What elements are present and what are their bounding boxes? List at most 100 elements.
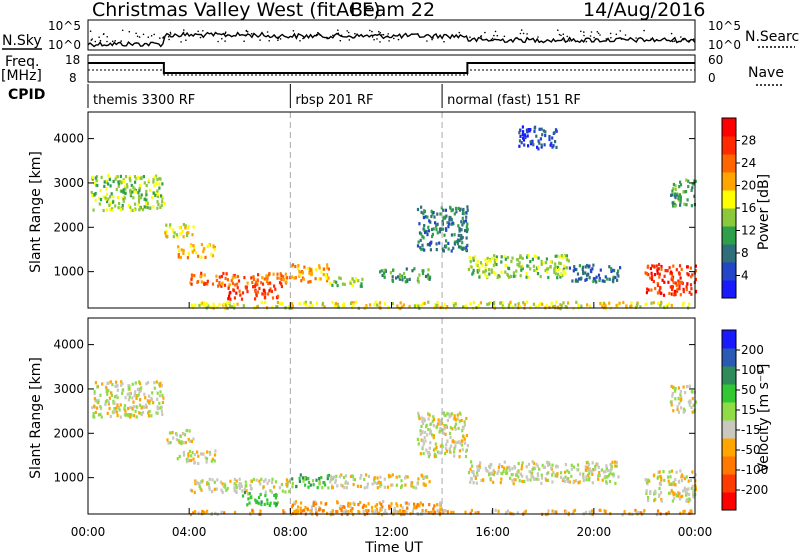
data-cell (103, 180, 106, 184)
noise-dot (202, 30, 204, 32)
data-cell (171, 228, 175, 232)
data-cell (617, 303, 620, 307)
data-cell (395, 276, 398, 280)
data-cell (311, 304, 314, 308)
data-cell (534, 304, 537, 309)
data-cell (126, 185, 129, 189)
data-cell (555, 145, 558, 149)
noise-dot (199, 36, 202, 39)
data-cell (309, 483, 312, 487)
data-cell (210, 459, 213, 463)
data-cell (246, 503, 249, 507)
data-cell (312, 483, 315, 487)
data-cell (221, 482, 224, 486)
data-cell (601, 478, 604, 482)
data-cell (678, 264, 682, 268)
data-cell (457, 233, 460, 237)
data-cell (419, 238, 422, 242)
data-cell (129, 179, 132, 183)
data-cell (516, 263, 519, 267)
data-cell (268, 272, 271, 276)
data-cell (328, 281, 331, 285)
x-tick-label: 04:00 (172, 525, 207, 539)
data-cell (285, 478, 288, 482)
data-cell (625, 304, 628, 308)
data-cell (342, 505, 345, 509)
data-cell (445, 239, 448, 243)
data-cell (598, 473, 601, 478)
data-cell (215, 274, 218, 278)
data-cell (255, 292, 258, 296)
data-cell (466, 243, 469, 247)
data-cell (308, 271, 311, 276)
plot-title: Christmas Valley West (fitACF) (92, 0, 380, 21)
data-cell (470, 265, 473, 269)
data-cell (180, 248, 183, 252)
data-cell (265, 274, 268, 278)
data-cell (521, 474, 524, 478)
data-cell (218, 280, 221, 285)
data-cell (261, 276, 264, 280)
data-cell (565, 254, 568, 258)
data-cell (278, 281, 282, 285)
data-cell (674, 184, 677, 188)
data-cell (193, 453, 196, 457)
data-cell (185, 428, 189, 433)
data-cell (680, 396, 683, 400)
colorbar-segment (722, 366, 736, 385)
data-cell (488, 473, 491, 477)
data-cell (334, 478, 337, 482)
data-cell (688, 399, 692, 403)
data-cell (617, 274, 620, 278)
data-cell (280, 284, 283, 289)
data-cell (432, 507, 435, 511)
data-cell (679, 280, 682, 284)
noise-dot (180, 41, 182, 43)
noise-dot (224, 40, 226, 42)
data-cell (672, 409, 675, 413)
data-cell (426, 276, 430, 280)
data-cell (584, 265, 587, 269)
noise-dot (135, 32, 137, 35)
data-cell (452, 246, 455, 250)
noise-dot (337, 32, 340, 35)
colorbar-tick-label: 16 (741, 201, 756, 215)
data-cell (156, 178, 159, 182)
data-cell (271, 477, 274, 481)
data-cell (453, 454, 456, 458)
data-cell (133, 208, 136, 212)
data-cell (249, 483, 252, 487)
data-cell (520, 265, 523, 269)
data-cell (274, 287, 277, 291)
data-cell (297, 509, 300, 513)
data-cell (374, 300, 377, 304)
data-cell (576, 468, 579, 472)
data-cell (398, 277, 401, 281)
velocity-colorbar-label: Velocity [m s⁻¹] (756, 364, 772, 473)
data-cell (553, 510, 556, 514)
data-cell (249, 495, 252, 500)
data-cell (250, 276, 253, 280)
data-cell (501, 304, 504, 308)
data-cell (472, 481, 475, 485)
data-cell (565, 266, 568, 270)
data-cell (159, 390, 162, 394)
data-cell (190, 454, 193, 458)
data-cell (674, 292, 677, 297)
data-cell (206, 450, 209, 454)
data-cell (576, 279, 579, 283)
data-cell (297, 505, 300, 509)
noise-dot (337, 29, 339, 32)
data-cell (127, 414, 130, 418)
data-cell (169, 441, 172, 445)
data-cell (365, 304, 368, 308)
x-tick-label: 00:00 (71, 525, 106, 539)
data-cell (670, 292, 673, 296)
noise-dot (347, 31, 350, 34)
data-cell (457, 426, 460, 430)
y-tick-label: 3000 (53, 382, 84, 396)
data-cell (247, 492, 250, 496)
data-cell (404, 476, 407, 480)
data-cell (93, 404, 96, 408)
data-cell (208, 487, 211, 491)
